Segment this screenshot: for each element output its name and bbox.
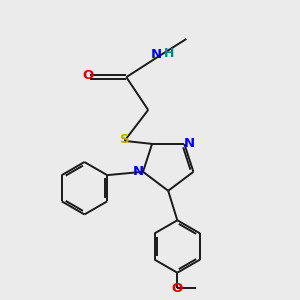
Text: N: N xyxy=(133,165,144,178)
Text: O: O xyxy=(172,281,183,295)
Text: S: S xyxy=(120,133,129,146)
Text: H: H xyxy=(164,47,174,60)
Text: N: N xyxy=(151,48,162,61)
Text: O: O xyxy=(82,69,94,82)
Text: N: N xyxy=(184,137,195,150)
